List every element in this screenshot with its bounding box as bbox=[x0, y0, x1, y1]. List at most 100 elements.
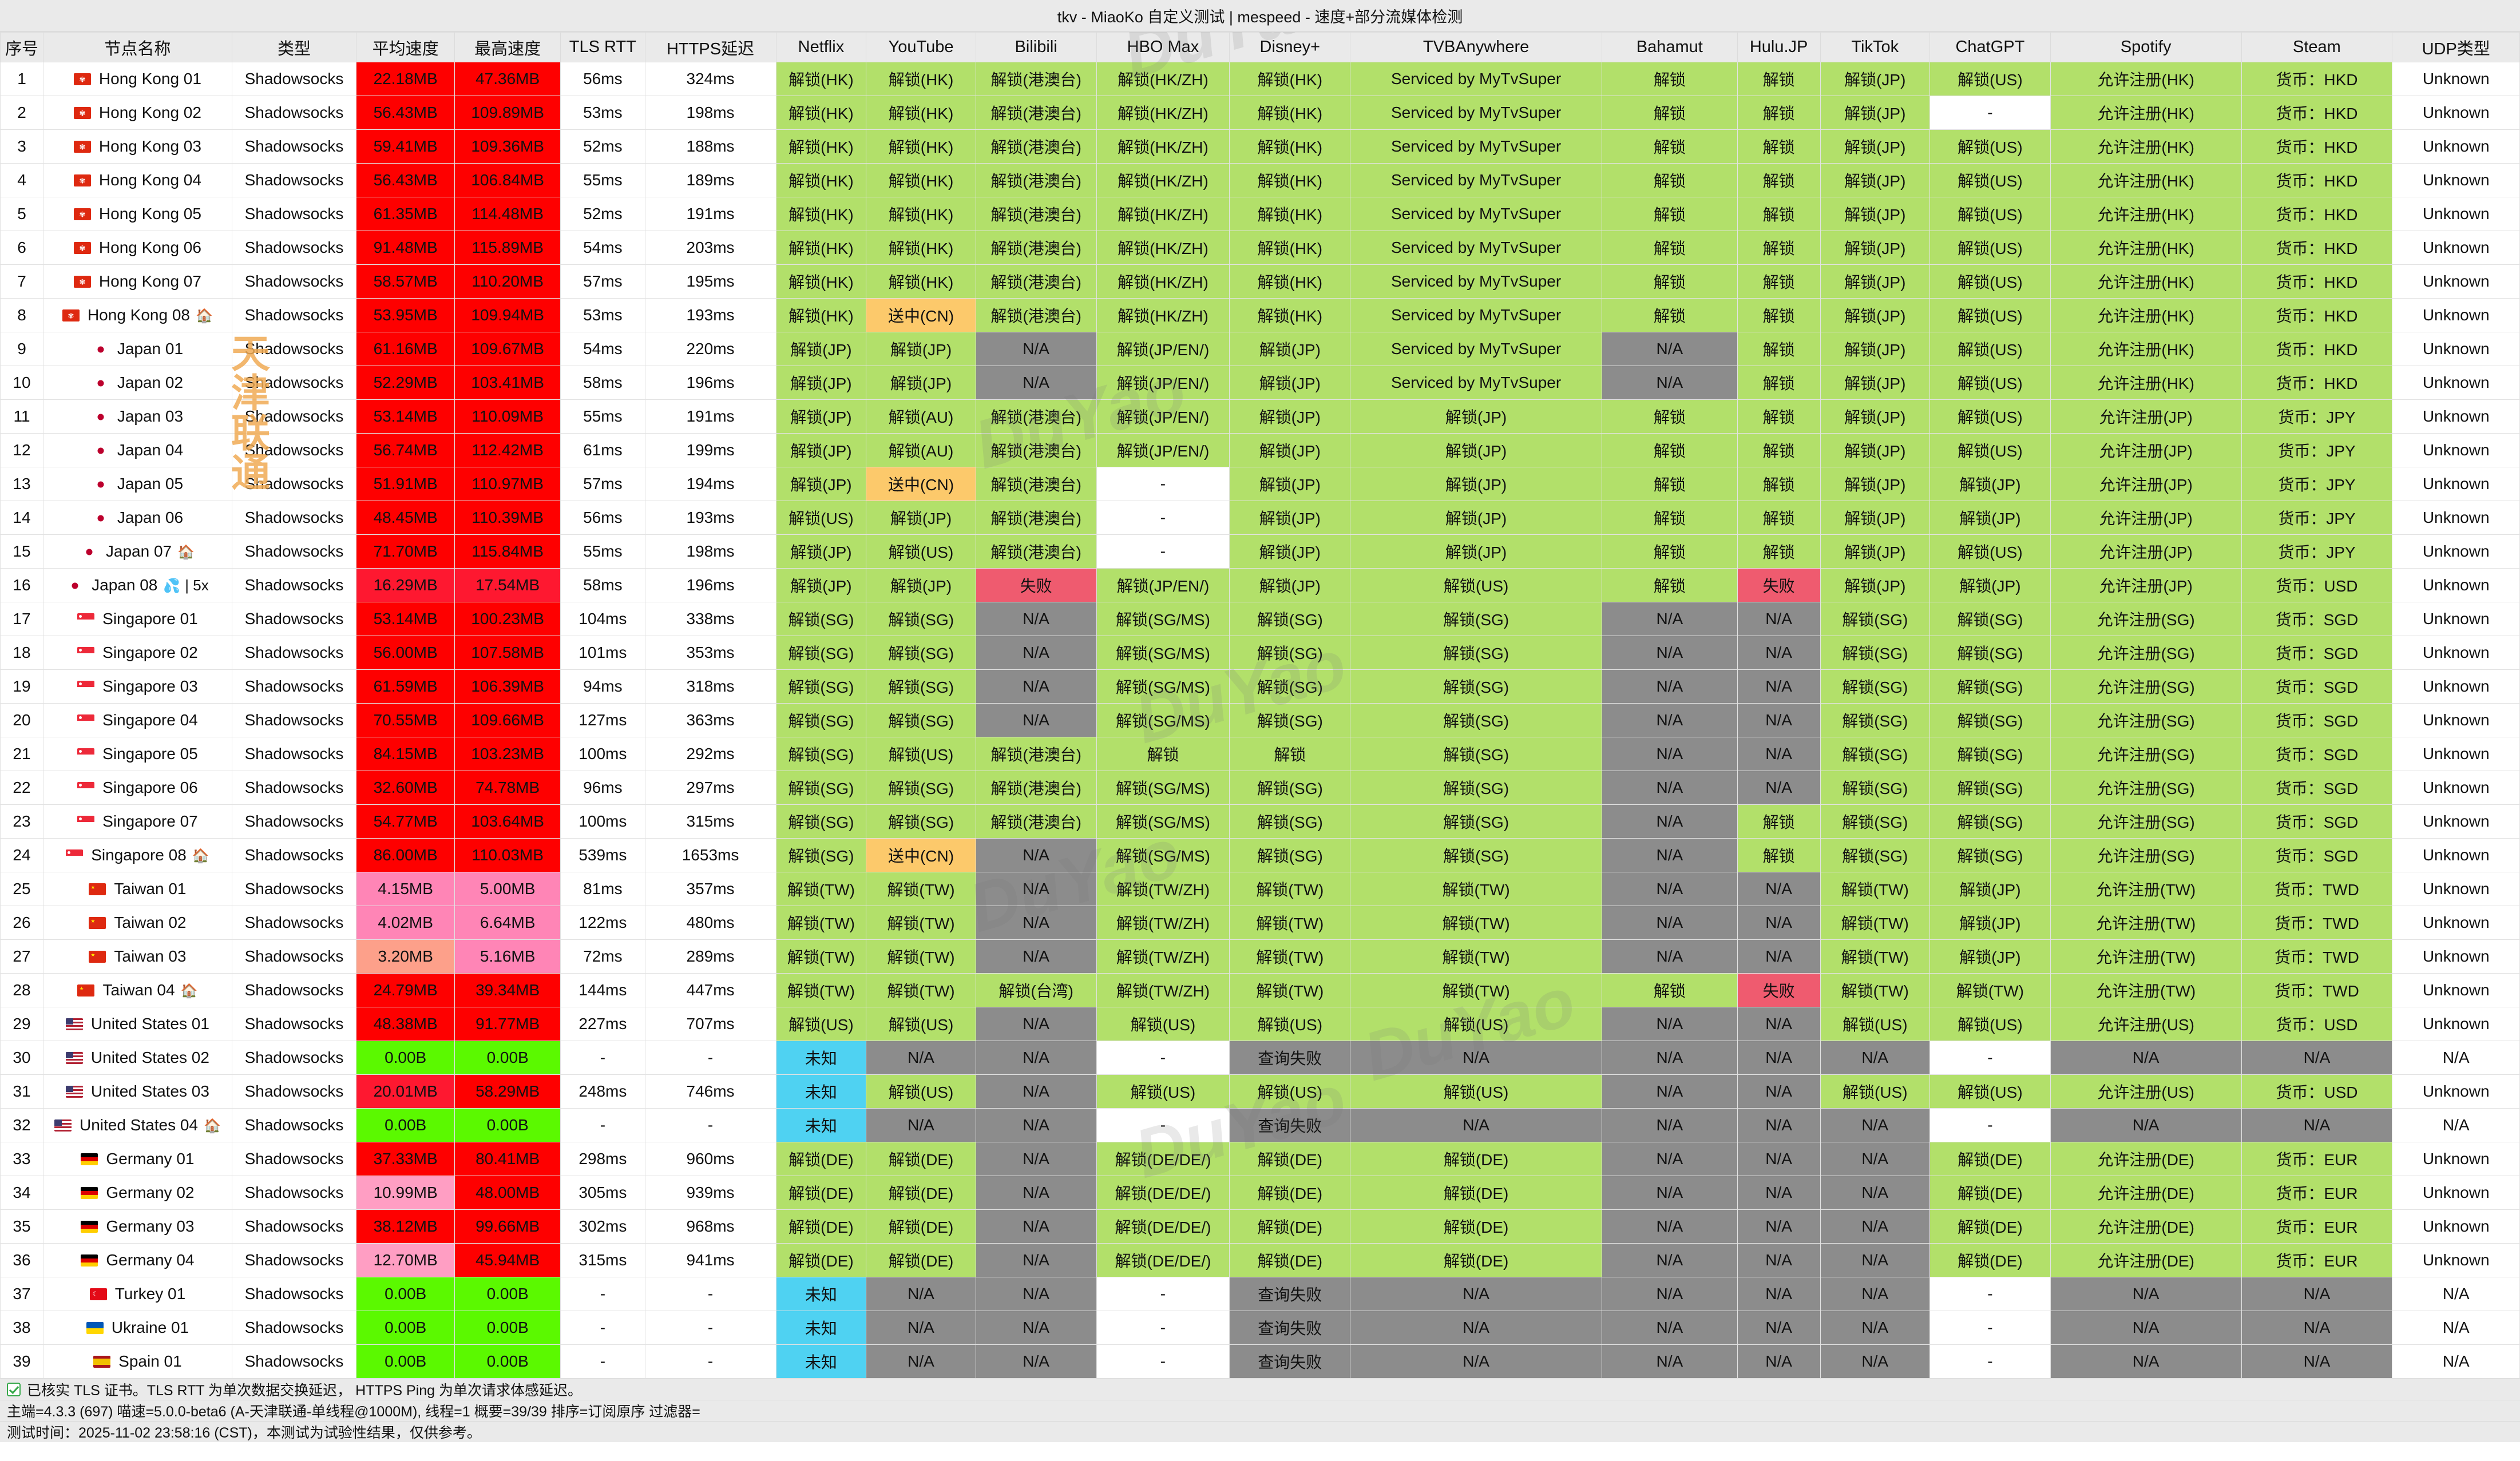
table-row[interactable]: 5 ✾ Hong Kong 05 Shadowsocks 61.35MB 114.48MB… bbox=[0, 197, 2520, 231]
table-row[interactable]: 4 ✾ Hong Kong 04 Shadowsocks 56.43MB 106.84MB… bbox=[0, 163, 2520, 197]
col-header-disneyplus[interactable]: Disney+ bbox=[1229, 32, 1351, 62]
node-name-cell[interactable]: ✾ Hong Kong 08 🏠 bbox=[43, 298, 232, 332]
node-name-cell[interactable]: Japan 08 💦 | 5x bbox=[43, 568, 232, 602]
table-row[interactable]: 27 ★ Taiwan 03 Shadowsocks 3.20MB 5.16MB 72ms 2… bbox=[0, 939, 2520, 974]
node-name-cell[interactable]: Japan 01 bbox=[43, 332, 232, 366]
col-header-avgspeed[interactable]: 平均速度 bbox=[356, 32, 455, 62]
node-name-cell[interactable]: Japan 02 bbox=[43, 366, 232, 400]
node-name-cell[interactable]: ✾ Hong Kong 07 bbox=[43, 264, 232, 299]
table-row[interactable]: 33 Germany 01 Shadowsocks 37.33MB 80.41MB 298… bbox=[0, 1142, 2520, 1176]
table-row[interactable]: 24 Singapore 08 🏠 Shadowsocks 86.00MB 110.03M… bbox=[0, 838, 2520, 872]
node-name-cell[interactable]: Singapore 05 bbox=[43, 737, 232, 771]
table-row[interactable]: 37 ☾ Turkey 01 Shadowsocks 0.00B 0.00B - - 未知 N/A… bbox=[0, 1277, 2520, 1311]
col-header-hbomax[interactable]: HBO Max bbox=[1096, 32, 1230, 62]
node-name-cell[interactable]: ★ Taiwan 01 bbox=[43, 872, 232, 906]
table-row[interactable]: 12 Japan 04 Shadowsocks 56.74MB 112.42MB 61ms… bbox=[0, 433, 2520, 467]
node-name-cell[interactable]: United States 02 bbox=[43, 1041, 232, 1075]
col-header-index[interactable]: 序号 bbox=[0, 32, 44, 62]
col-header-tiktok[interactable]: TikTok bbox=[1820, 32, 1930, 62]
node-name-cell[interactable]: United States 01 bbox=[43, 1007, 232, 1041]
table-row[interactable]: 38 Ukraine 01 Shadowsocks 0.00B 0.00B - - 未知 N/A… bbox=[0, 1311, 2520, 1345]
table-row[interactable]: 18 Singapore 02 Shadowsocks 56.00MB 107.58MB… bbox=[0, 636, 2520, 670]
node-name-cell[interactable]: Germany 01 bbox=[43, 1142, 232, 1176]
node-name-cell[interactable]: ✾ Hong Kong 05 bbox=[43, 197, 232, 231]
node-name-cell[interactable]: Ukraine 01 bbox=[43, 1311, 232, 1345]
table-row[interactable]: 25 ★ Taiwan 01 Shadowsocks 4.15MB 5.00MB 81ms 3… bbox=[0, 872, 2520, 906]
node-name-cell[interactable]: Japan 03 bbox=[43, 399, 232, 434]
col-header-bilibili[interactable]: Bilibili bbox=[975, 32, 1097, 62]
col-header-node[interactable]: 节点名称 bbox=[43, 32, 232, 62]
table-row[interactable]: 29 United States 01 Shadowsocks 48.38MB 91.7… bbox=[0, 1007, 2520, 1041]
col-header-bahamut[interactable]: Bahamut bbox=[1601, 32, 1738, 62]
table-row[interactable]: 7 ✾ Hong Kong 07 Shadowsocks 58.57MB 110.20MB… bbox=[0, 264, 2520, 299]
node-name-cell[interactable]: ★ Taiwan 03 bbox=[43, 939, 232, 974]
table-row[interactable]: 14 Japan 06 Shadowsocks 48.45MB 110.39MB 56ms… bbox=[0, 501, 2520, 535]
table-row[interactable]: 39 Spain 01 Shadowsocks 0.00B 0.00B - - 未知 N/A N/… bbox=[0, 1344, 2520, 1379]
node-name-cell[interactable]: Germany 03 bbox=[43, 1209, 232, 1244]
node-name-cell[interactable]: ★ Taiwan 02 bbox=[43, 906, 232, 940]
node-name-cell[interactable]: Japan 06 bbox=[43, 501, 232, 535]
table-row[interactable]: 21 Singapore 05 Shadowsocks 84.15MB 103.23MB… bbox=[0, 737, 2520, 771]
spotify-cell: N/A bbox=[2050, 1041, 2242, 1075]
node-name-cell[interactable]: Singapore 08 🏠 bbox=[43, 838, 232, 872]
col-header-type[interactable]: 类型 bbox=[231, 32, 357, 62]
col-header-chatgpt[interactable]: ChatGPT bbox=[1929, 32, 2051, 62]
col-header-hulujp[interactable]: Hulu.JP bbox=[1737, 32, 1821, 62]
table-row[interactable]: 20 Singapore 04 Shadowsocks 70.55MB 109.66MB… bbox=[0, 703, 2520, 737]
table-row[interactable]: 9 Japan 01 Shadowsocks 61.16MB 109.67MB 54ms 2… bbox=[0, 332, 2520, 366]
node-name-cell[interactable]: ★ Taiwan 04 🏠 bbox=[43, 973, 232, 1007]
node-name-cell[interactable]: Singapore 06 bbox=[43, 771, 232, 805]
node-name-cell[interactable]: ✾ Hong Kong 02 bbox=[43, 96, 232, 130]
node-name-cell[interactable]: Singapore 03 bbox=[43, 669, 232, 704]
node-name-cell[interactable]: United States 04 🏠 bbox=[43, 1108, 232, 1142]
table-row[interactable]: 16 Japan 08 💦 | 5x Shadowsocks 16.29MB 17.54MB… bbox=[0, 568, 2520, 602]
col-header-spotify[interactable]: Spotify bbox=[2050, 32, 2242, 62]
col-header-tvbanywhere[interactable]: TVBAnywhere bbox=[1350, 32, 1602, 62]
table-row[interactable]: 11 Japan 03 Shadowsocks 53.14MB 110.09MB 55ms… bbox=[0, 399, 2520, 434]
node-name-cell[interactable]: ✾ Hong Kong 01 bbox=[43, 62, 232, 96]
table-row[interactable]: 32 United States 04 🏠 Shadowsocks 0.00B 0.00B… bbox=[0, 1108, 2520, 1142]
table-row[interactable]: 3 ✾ Hong Kong 03 Shadowsocks 59.41MB 109.36MB… bbox=[0, 129, 2520, 164]
table-row[interactable]: 22 Singapore 06 Shadowsocks 32.60MB 74.78MB 9… bbox=[0, 771, 2520, 805]
node-name-cell[interactable]: ✾ Hong Kong 03 bbox=[43, 129, 232, 164]
node-name-cell[interactable]: Singapore 01 bbox=[43, 602, 232, 636]
table-row[interactable]: 10 Japan 02 Shadowsocks 52.29MB 103.41MB 58ms… bbox=[0, 366, 2520, 400]
table-row[interactable]: 13 Japan 05 Shadowsocks 51.91MB 110.97MB 57ms… bbox=[0, 467, 2520, 501]
node-name-cell[interactable]: ✾ Hong Kong 06 bbox=[43, 231, 232, 265]
col-header-tlsrtt[interactable]: TLS RTT bbox=[560, 32, 645, 62]
node-name-cell[interactable]: Germany 04 bbox=[43, 1243, 232, 1277]
table-row[interactable]: 31 United States 03 Shadowsocks 20.01MB 58.2… bbox=[0, 1074, 2520, 1109]
node-name-cell[interactable]: Germany 02 bbox=[43, 1176, 232, 1210]
node-name-cell[interactable]: Spain 01 bbox=[43, 1344, 232, 1379]
col-header-maxspeed[interactable]: 最高速度 bbox=[454, 32, 561, 62]
table-row[interactable]: 1 ✾ Hong Kong 01 Shadowsocks 22.18MB 47.36MB 5… bbox=[0, 62, 2520, 96]
table-row[interactable]: 36 Germany 04 Shadowsocks 12.70MB 45.94MB 315… bbox=[0, 1243, 2520, 1277]
col-header-httpslatency[interactable]: HTTPS延迟 bbox=[644, 32, 776, 62]
node-name-cell[interactable]: United States 03 bbox=[43, 1074, 232, 1109]
node-name-cell[interactable]: ✾ Hong Kong 04 bbox=[43, 163, 232, 197]
table-row[interactable]: 17 Singapore 01 Shadowsocks 53.14MB 100.23MB… bbox=[0, 602, 2520, 636]
table-row[interactable]: 23 Singapore 07 Shadowsocks 54.77MB 103.64MB… bbox=[0, 804, 2520, 839]
table-row[interactable]: 15 Japan 07 🏠 Shadowsocks 71.70MB 115.84MB 55m… bbox=[0, 534, 2520, 569]
node-name-cell[interactable]: Japan 04 bbox=[43, 433, 232, 467]
col-header-youtube[interactable]: YouTube bbox=[866, 32, 976, 62]
table-row[interactable]: 6 ✾ Hong Kong 06 Shadowsocks 91.48MB 115.89MB… bbox=[0, 231, 2520, 265]
node-name-cell[interactable]: Singapore 02 bbox=[43, 636, 232, 670]
table-row[interactable]: 34 Germany 02 Shadowsocks 10.99MB 48.00MB 305… bbox=[0, 1176, 2520, 1210]
node-name-cell[interactable]: Japan 07 🏠 bbox=[43, 534, 232, 569]
node-name-cell[interactable]: Japan 05 bbox=[43, 467, 232, 501]
table-row[interactable]: 35 Germany 03 Shadowsocks 38.12MB 99.66MB 302… bbox=[0, 1209, 2520, 1244]
table-row[interactable]: 26 ★ Taiwan 02 Shadowsocks 4.02MB 6.64MB 122ms… bbox=[0, 906, 2520, 940]
col-header-steam[interactable]: Steam bbox=[2241, 32, 2393, 62]
table-row[interactable]: 28 ★ Taiwan 04 🏠 Shadowsocks 24.79MB 39.34MB 14… bbox=[0, 973, 2520, 1007]
table-row[interactable]: 30 United States 02 Shadowsocks 0.00B 0.00B -… bbox=[0, 1041, 2520, 1075]
col-header-netflix[interactable]: Netflix bbox=[775, 32, 867, 62]
node-name-cell[interactable]: Singapore 07 bbox=[43, 804, 232, 839]
table-row[interactable]: 19 Singapore 03 Shadowsocks 61.59MB 106.39MB… bbox=[0, 669, 2520, 704]
node-name-cell[interactable]: ☾ Turkey 01 bbox=[43, 1277, 232, 1311]
table-row[interactable]: 8 ✾ Hong Kong 08 🏠 Shadowsocks 53.95MB 109.94M… bbox=[0, 298, 2520, 332]
row-index: 1 bbox=[0, 62, 44, 96]
node-name-cell[interactable]: Singapore 04 bbox=[43, 703, 232, 737]
col-header-udptype[interactable]: UDP类型 bbox=[2392, 32, 2520, 62]
table-row[interactable]: 2 ✾ Hong Kong 02 Shadowsocks 56.43MB 109.89MB… bbox=[0, 96, 2520, 130]
